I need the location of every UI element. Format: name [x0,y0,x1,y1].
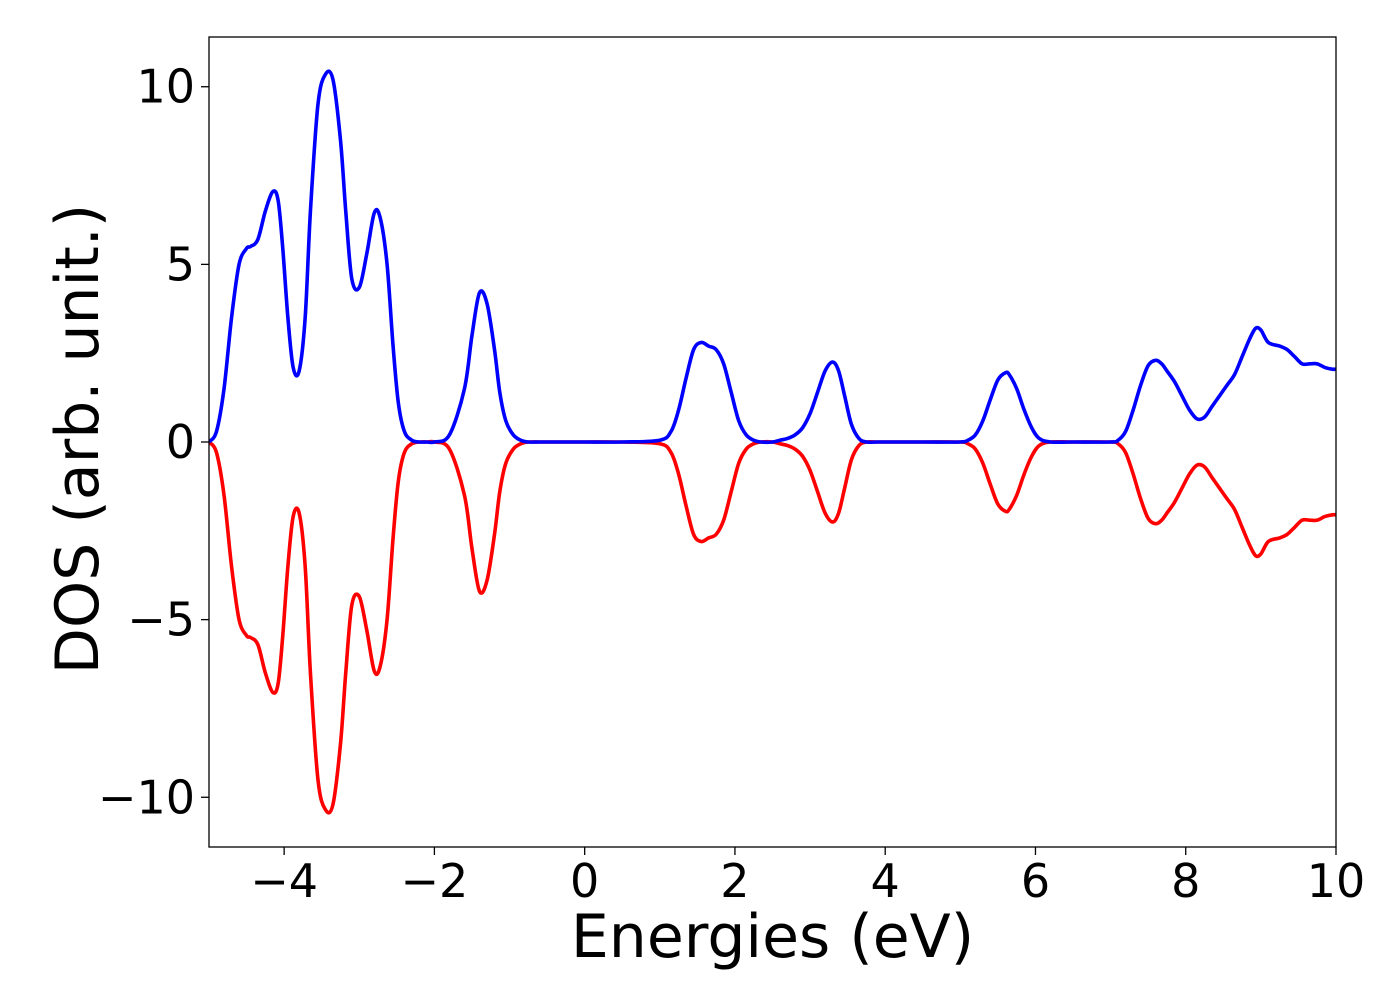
x-tick-label: 8 [1171,854,1200,908]
dos-series-blue-line [209,69,1336,445]
x-tick-label: 10 [1307,854,1366,908]
y-tick-label: 5 [166,237,195,291]
x-tick-label: −2 [400,854,468,908]
x-axis-label: Energies (eV) [571,902,974,972]
dos-series-red-line [209,439,1336,815]
plot-frame [208,36,1337,848]
x-tick-label: 4 [871,854,900,908]
y-tick-label: −10 [98,770,195,824]
y-tick-label: 10 [136,60,195,114]
tick-layer: −4 −2 0 2 4 6 8 10 −10 −5 0 5 10 [98,60,1365,908]
x-tick-label: −4 [250,854,318,908]
y-tick-label: 0 [166,415,195,469]
y-axis-label: DOS (arb. unit.) [43,204,113,674]
x-tick-label: 2 [720,854,749,908]
x-tick-label: 0 [570,854,599,908]
y-tick-label: −5 [127,593,195,647]
plot-area [209,69,1336,815]
x-tick-label: 6 [1021,854,1050,908]
